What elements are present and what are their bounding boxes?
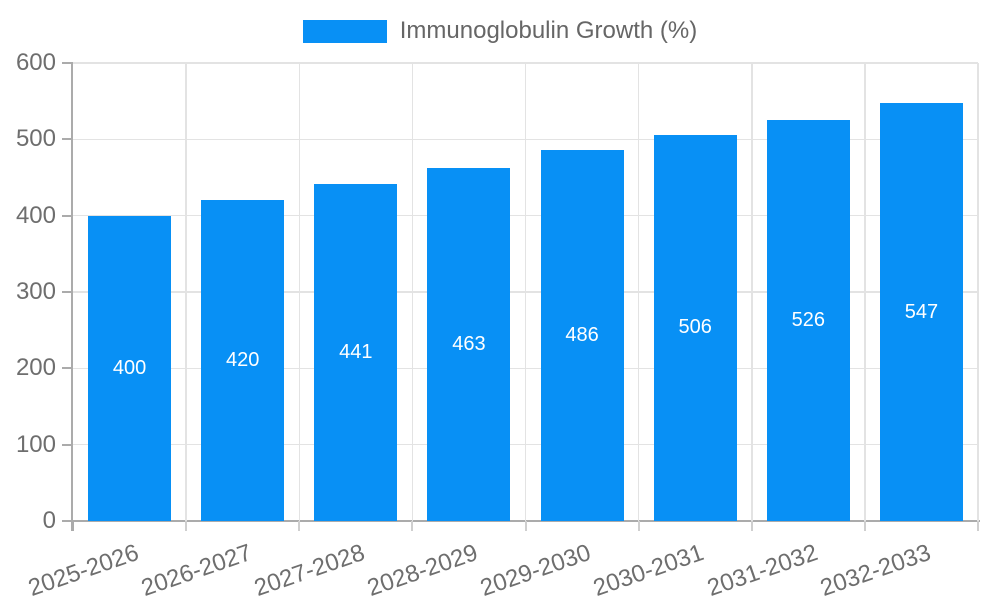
- bar[interactable]: 463: [427, 167, 511, 521]
- legend-label: Immunoglobulin Growth (%): [399, 17, 698, 44]
- bar[interactable]: 420: [201, 200, 285, 521]
- bar[interactable]: 486: [540, 150, 624, 521]
- x-tick-mark: [72, 521, 74, 531]
- x-tick-mark: [863, 521, 866, 531]
- bar[interactable]: 441: [314, 184, 398, 521]
- bar-value-label: 463: [452, 332, 486, 355]
- bar-value-label: 506: [678, 316, 712, 339]
- gridline-vertical: [411, 63, 414, 521]
- bar[interactable]: 400: [88, 215, 172, 521]
- y-axis-tick-label: 100: [15, 430, 56, 458]
- x-tick-mark: [185, 521, 188, 531]
- x-axis-tick-label: 2027-2028: [250, 539, 369, 600]
- y-axis-tick-label: 200: [15, 354, 56, 382]
- y-tick-mark: [62, 520, 73, 522]
- x-tick-mark: [750, 521, 753, 531]
- x-axis-tick-label: 2028-2029: [364, 539, 482, 600]
- x-axis-tick-label: 2029-2030: [477, 539, 595, 600]
- y-tick-mark: [62, 214, 73, 217]
- x-tick-mark: [637, 521, 640, 531]
- bar[interactable]: 526: [766, 119, 850, 521]
- y-tick-mark: [62, 291, 73, 293]
- gridline-vertical: [751, 63, 753, 521]
- y-axis-tick-label: 400: [15, 201, 56, 229]
- plot-area: 400 420 441 463 486 506 526 547: [73, 62, 979, 521]
- x-tick-mark: [298, 521, 301, 531]
- bar-value-label: 526: [791, 308, 825, 331]
- x-axis-tick-label: 2030-2031: [590, 539, 708, 600]
- gridline-vertical: [524, 63, 527, 521]
- x-axis-tick-label: 2031-2032: [703, 539, 821, 600]
- bar[interactable]: 547: [879, 103, 963, 521]
- x-axis-tick-label: 2025-2026: [24, 539, 143, 600]
- gridline-vertical: [864, 63, 866, 521]
- x-axis-tick-label: 2026-2027: [137, 539, 256, 600]
- gridline-vertical: [185, 63, 187, 521]
- y-tick-mark: [62, 62, 73, 64]
- legend-swatch[interactable]: [302, 19, 387, 43]
- y-tick-mark: [62, 367, 73, 370]
- bar-value-label: 420: [226, 349, 260, 372]
- gridline-vertical: [637, 63, 640, 521]
- y-axis-tick-label: 500: [15, 125, 56, 153]
- x-tick-mark: [411, 521, 414, 531]
- bar-value-label: 486: [565, 324, 599, 347]
- y-tick-mark: [62, 138, 73, 141]
- gridline-vertical: [977, 63, 979, 521]
- bar-value-label: 441: [339, 341, 373, 364]
- y-tick-mark: [62, 443, 73, 446]
- y-axis-line: [71, 63, 73, 531]
- y-axis-tick-label: 600: [15, 49, 56, 76]
- y-axis-tick-label: 0: [42, 507, 56, 534]
- x-tick-mark: [524, 521, 527, 531]
- gridline-vertical: [298, 63, 300, 521]
- legend: Immunoglobulin Growth (%): [0, 17, 1000, 45]
- bar-value-label: 547: [904, 300, 939, 323]
- x-tick-mark: [977, 521, 979, 531]
- y-axis-tick-label: 300: [15, 278, 56, 305]
- bar-value-label: 400: [112, 356, 147, 379]
- x-axis-tick-label: 2032-2033: [816, 539, 934, 600]
- bar[interactable]: 506: [653, 134, 737, 521]
